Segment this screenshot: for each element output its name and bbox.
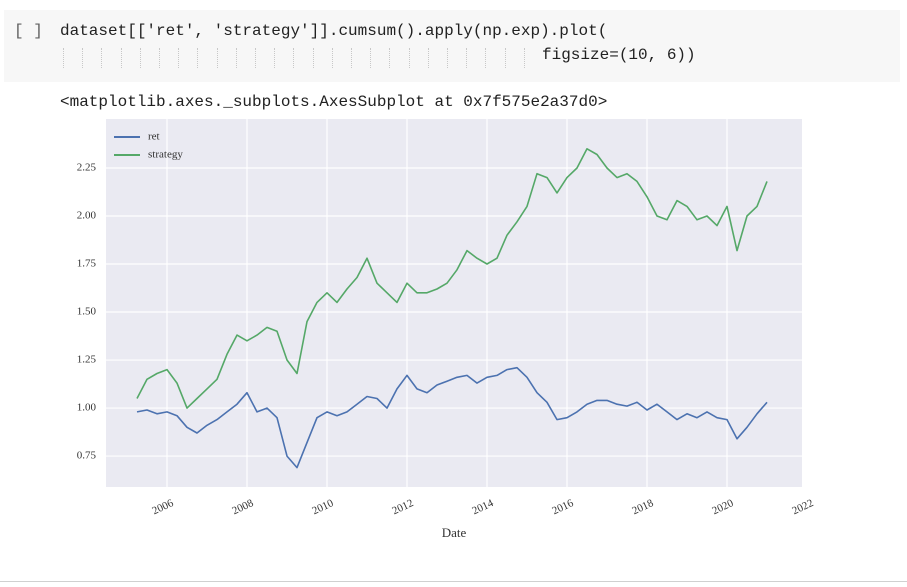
x-tick-label: 2016 — [550, 497, 575, 517]
indent-guide — [101, 48, 103, 68]
x-tick-label: 2008 — [230, 497, 255, 517]
indent-guide — [504, 48, 506, 68]
code-line: dataset[['ret', 'strategy']].cumsum().ap… — [60, 22, 608, 40]
line-series — [136, 148, 768, 409]
indent-guide — [312, 48, 314, 68]
line-series — [136, 366, 768, 469]
indent-guide — [389, 48, 391, 68]
indent-guide — [63, 48, 64, 68]
indent-guide — [159, 48, 160, 68]
indent-guide — [82, 48, 84, 68]
legend-label: ret — [148, 131, 160, 143]
x-tick-label: 2006 — [150, 497, 175, 517]
indent-guide — [447, 48, 448, 68]
indent-guide — [523, 48, 525, 68]
indent-guide — [139, 48, 141, 68]
x-tick-label: 2018 — [630, 497, 655, 517]
indent-guide — [293, 48, 295, 68]
indent-guide — [427, 48, 429, 68]
indent-guide — [485, 48, 487, 68]
indent-guide — [120, 48, 122, 68]
code-cell — [4, 10, 900, 82]
indent-guide — [235, 48, 237, 68]
indent-guide — [408, 48, 410, 68]
indent-guide — [197, 48, 199, 68]
x-axis-label: Date — [442, 525, 467, 540]
x-tick-label: 2022 — [790, 497, 815, 517]
x-tick-label: 2010 — [310, 497, 335, 517]
indent-guide — [274, 48, 276, 68]
code-line: figsize=(10, 6)) — [542, 46, 696, 64]
indent-guide — [331, 48, 333, 68]
cell-prompt[interactable]: [ ] — [14, 22, 43, 40]
y-tick-label: 0.75 — [77, 450, 97, 462]
y-tick-label: 1.00 — [77, 402, 97, 414]
indent-guide — [178, 48, 180, 68]
x-tick-label: 2014 — [470, 497, 495, 517]
legend-label: strategy — [148, 149, 183, 161]
indent-guide — [351, 48, 352, 68]
y-tick-label: 1.75 — [77, 258, 97, 270]
y-tick-label: 1.50 — [77, 306, 97, 318]
y-tick-label: 2.25 — [77, 162, 97, 174]
x-tick-label: 2020 — [710, 497, 735, 517]
x-tick-label: 2012 — [390, 497, 415, 517]
y-tick-label: 1.25 — [77, 354, 97, 366]
indent-guide — [216, 48, 218, 68]
indent-guide — [370, 48, 372, 68]
y-tick-label: 2.00 — [77, 210, 97, 222]
plot-area — [106, 119, 802, 487]
output-text: <matplotlib.axes._subplots.AxesSubplot a… — [60, 93, 608, 111]
indent-guide — [255, 48, 256, 68]
indent-guide — [466, 48, 468, 68]
cell-divider — [0, 581, 907, 582]
